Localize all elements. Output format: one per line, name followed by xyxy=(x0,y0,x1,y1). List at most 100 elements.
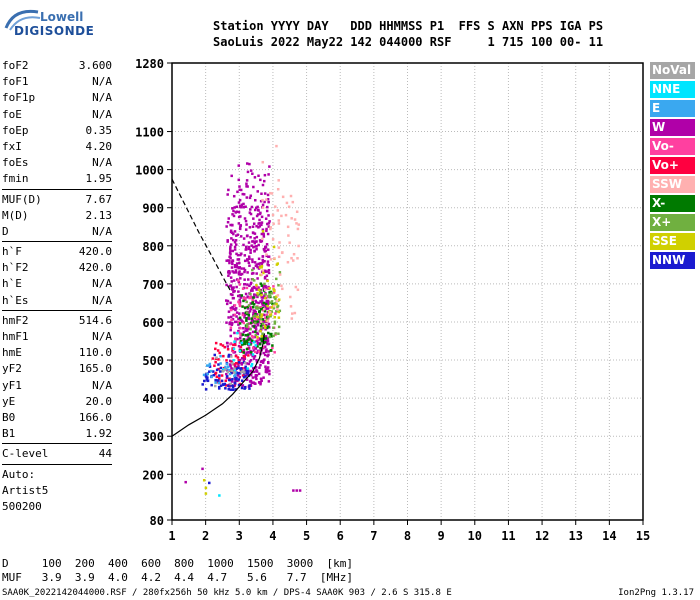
echo-point xyxy=(254,330,257,333)
echo-point xyxy=(246,327,249,330)
echo-point xyxy=(268,335,271,339)
echo-point xyxy=(229,334,233,338)
echo-point xyxy=(249,343,252,346)
echo-point xyxy=(260,239,264,243)
echo-point xyxy=(267,380,271,383)
param-row: foEs N/A xyxy=(2,155,112,171)
echo-point xyxy=(297,223,301,226)
echo-point xyxy=(242,330,246,334)
echo-point xyxy=(272,245,276,249)
echo-point xyxy=(237,364,240,367)
param-separator xyxy=(2,241,112,243)
echo-point xyxy=(231,297,235,300)
echo-point xyxy=(272,222,275,226)
echo-point xyxy=(239,326,242,330)
echo-point xyxy=(259,307,263,311)
echo-point xyxy=(208,365,212,368)
echo-point xyxy=(245,245,248,249)
echo-point xyxy=(239,224,242,227)
echo-point xyxy=(257,222,260,225)
param-row: foE N/A xyxy=(2,107,112,123)
echo-point xyxy=(242,267,246,270)
echo-point xyxy=(245,286,249,290)
echo-point xyxy=(252,311,255,315)
echo-point xyxy=(238,185,241,188)
param-value: N/A xyxy=(92,293,112,307)
echo-point xyxy=(211,357,215,360)
echo-point xyxy=(258,212,262,216)
echo-point xyxy=(235,367,238,370)
echo-point xyxy=(246,333,250,336)
x-tick-label: 6 xyxy=(337,529,344,543)
echo-point xyxy=(285,201,289,205)
echo-point xyxy=(230,360,234,363)
echo-point xyxy=(262,301,266,305)
echo-point xyxy=(267,286,270,290)
echo-point xyxy=(247,322,251,325)
echo-point xyxy=(252,217,255,220)
echo-point xyxy=(249,235,252,239)
echo-point xyxy=(231,270,234,273)
echo-point xyxy=(259,306,262,309)
echo-point xyxy=(232,271,236,274)
echo-point xyxy=(230,174,233,178)
echo-point xyxy=(246,295,250,299)
echo-point xyxy=(230,371,233,375)
echo-point xyxy=(245,340,249,343)
echo-point xyxy=(251,316,255,319)
echo-point xyxy=(251,346,255,350)
echo-point xyxy=(244,365,247,369)
echo-point xyxy=(251,260,254,264)
echo-point xyxy=(267,271,271,275)
echo-point xyxy=(225,283,228,287)
param-value: N/A xyxy=(92,91,112,105)
echo-point xyxy=(224,365,227,369)
echo-point xyxy=(237,361,241,364)
echo-point xyxy=(263,324,267,328)
echo-point xyxy=(217,385,221,389)
echo-point xyxy=(227,384,230,388)
echo-point xyxy=(256,295,259,299)
echo-point xyxy=(264,307,268,310)
echo-point xyxy=(243,270,246,274)
echo-point xyxy=(227,387,231,391)
echo-point xyxy=(248,310,252,313)
echo-point xyxy=(255,293,259,297)
param-name: Artist5 xyxy=(2,483,49,497)
echo-point xyxy=(214,372,217,376)
echo-point xyxy=(253,309,257,313)
echo-point xyxy=(291,200,295,204)
echo-point xyxy=(254,240,257,243)
echo-point xyxy=(247,351,251,354)
y-tick-label: 200 xyxy=(142,468,164,482)
echo-point xyxy=(258,366,261,369)
echo-point xyxy=(209,369,213,373)
echo-point xyxy=(259,328,263,331)
echo-point xyxy=(244,329,247,332)
echo-point xyxy=(233,320,237,324)
echo-point xyxy=(268,191,272,195)
echo-point xyxy=(249,307,253,311)
echo-point xyxy=(266,260,270,263)
x-tick-label: 3 xyxy=(236,529,243,543)
echo-point xyxy=(243,259,247,263)
y-tick-label: 1100 xyxy=(135,126,164,140)
echo-point xyxy=(256,213,260,216)
param-name: yF2 xyxy=(2,362,22,376)
echo-point xyxy=(236,233,240,237)
echo-point xyxy=(272,334,275,338)
echo-point xyxy=(254,333,258,337)
echo-point xyxy=(251,320,254,324)
echo-point xyxy=(267,342,271,346)
echo-point xyxy=(254,321,257,325)
echo-point xyxy=(230,237,233,240)
echo-point xyxy=(251,240,255,243)
echo-point xyxy=(232,214,236,218)
echo-point xyxy=(262,286,265,289)
echo-point xyxy=(235,285,238,289)
echo-point xyxy=(229,364,232,368)
echo-point xyxy=(237,280,241,284)
echo-point xyxy=(273,322,277,325)
echo-point xyxy=(225,375,229,378)
echo-point xyxy=(233,381,237,385)
